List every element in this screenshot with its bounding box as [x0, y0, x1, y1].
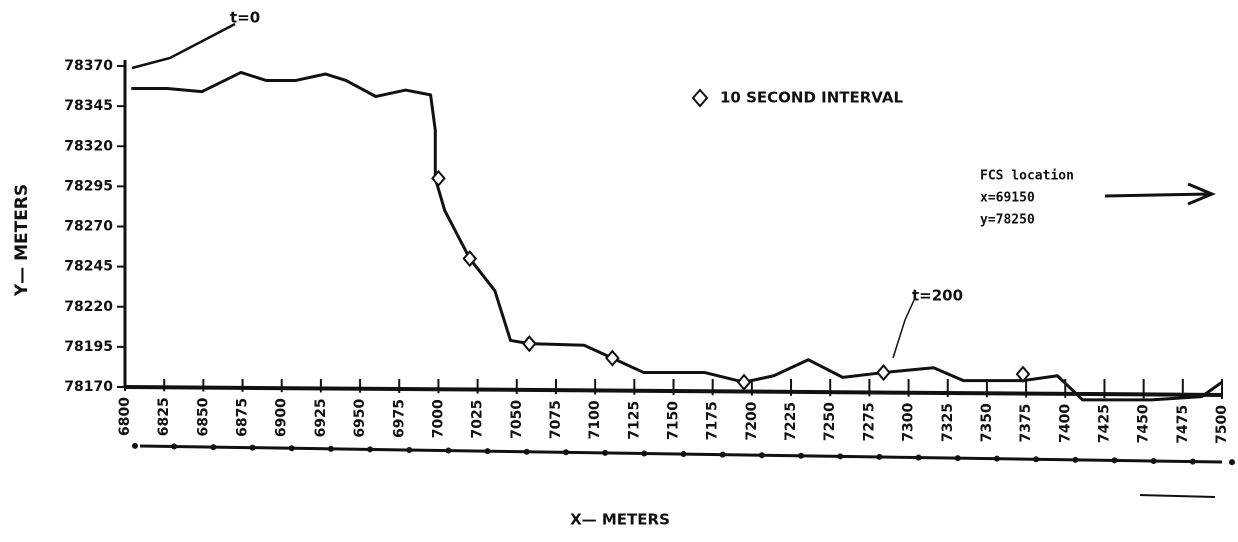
lower-axis-dot: [1229, 459, 1235, 466]
interval-marker: [1015, 365, 1031, 383]
x-tick-label: 7475: [1175, 405, 1191, 444]
x-tick-label: 7000: [430, 399, 446, 438]
lower-axis-dot: [876, 453, 883, 460]
lower-axis-dot: [1150, 457, 1157, 464]
fcs-x: x=69150: [980, 191, 1035, 206]
x-tick-label: 7450: [1136, 404, 1152, 443]
lower-axis-dot: [484, 448, 491, 455]
annotation-start: t=0: [230, 9, 260, 27]
lower-axis-dot: [837, 453, 844, 460]
y-tick-label: 78345: [64, 98, 113, 114]
lower-axis-dot: [1111, 457, 1118, 464]
lower-axis-dot: [132, 442, 138, 449]
lower-axis-dot: [915, 454, 922, 461]
lower-axis-dot: [523, 448, 530, 455]
x-tick-label: 7050: [509, 400, 525, 439]
x-tick-label: 7225: [783, 402, 799, 441]
scan-mark: [1139, 494, 1216, 498]
x-tick-label: 7100: [587, 400, 603, 439]
x-tick-label: 7175: [705, 401, 721, 440]
fcs-arrow: [1104, 182, 1216, 206]
lower-axis-dot: [249, 444, 256, 451]
x-tick-label: 6950: [352, 398, 368, 437]
y-tick-label: 78245: [64, 259, 113, 275]
x-tick-label: 6875: [235, 398, 251, 437]
interval-marker: [462, 250, 478, 268]
x-tick-label: 7150: [666, 401, 682, 440]
lower-axis-dot: [445, 447, 452, 454]
lower-axis-dot: [1033, 456, 1040, 463]
legend-text: 10 SECOND INTERVAL: [720, 89, 903, 107]
y-tick-label: 78220: [64, 299, 113, 315]
x-tick-label: 6825: [156, 397, 172, 436]
x-axis-label: X— METERS: [570, 511, 670, 529]
lower-axis-dot: [798, 452, 805, 459]
annotation-line: [892, 297, 916, 359]
lower-axis-dot: [602, 449, 609, 456]
y-tick-label: 78320: [64, 138, 113, 154]
x-tick-label: 7250: [822, 402, 838, 441]
interval-marker: [736, 373, 752, 391]
y-tick-label: 78170: [64, 379, 113, 395]
lower-axis-dot: [327, 445, 334, 452]
fcs-y: y=78250: [980, 213, 1035, 228]
x-tick-label: 6975: [391, 399, 407, 438]
lower-axis-dot: [954, 455, 961, 462]
x-tick-label: 7500: [1214, 405, 1230, 444]
y-axis-label: Y— METERS: [12, 184, 32, 297]
x-tick-label: 7300: [901, 402, 917, 441]
x-tick-label: 7350: [979, 403, 995, 442]
fcs-title: FCS location: [980, 169, 1074, 184]
lower-axis-dot: [562, 449, 569, 456]
x-tick-label: 7075: [548, 400, 564, 439]
lower-axis-dot: [758, 452, 765, 459]
x-tick-label: 7275: [861, 402, 877, 441]
y-tick-label: 78295: [64, 178, 113, 194]
lower-axis-dot: [288, 445, 295, 452]
x-tick-label: 7125: [626, 401, 642, 440]
lower-axis-dot: [1072, 456, 1079, 463]
lower-axis-dot: [641, 450, 648, 457]
x-tick-label: 7200: [744, 401, 760, 440]
lower-axis-dot: [171, 443, 178, 450]
x-tick-label: 7325: [940, 403, 956, 442]
x-tick-label: 7425: [1096, 404, 1112, 443]
y-tick-label: 78370: [64, 58, 113, 74]
lower-axis-dot: [1189, 458, 1196, 465]
x-tick-label: 7400: [1057, 404, 1073, 443]
lower-axis-dot: [680, 451, 687, 458]
x-tick-label: 6850: [195, 397, 211, 436]
interval-marker: [522, 335, 537, 353]
legend-marker: [691, 88, 709, 108]
lower-axis-dot: [719, 451, 726, 458]
interval-marker: [605, 349, 620, 367]
interval-marker: [431, 169, 446, 187]
lower-axis-dot: [993, 455, 1000, 462]
annotation-end: t=200: [912, 287, 963, 305]
interval-marker: [876, 364, 891, 382]
trajectory: [131, 70, 1223, 402]
lower-axis-dot: [210, 444, 217, 451]
y-tick-label: 78195: [64, 339, 113, 355]
x-tick-label: 7375: [1018, 404, 1034, 443]
y-tick-label: 78270: [64, 219, 113, 235]
x-tick-label: 6900: [274, 398, 290, 437]
x-tick-label: 7025: [470, 400, 486, 439]
lower-axis-dot: [406, 446, 413, 453]
x-tick-label: 6800: [117, 397, 133, 436]
annotation-line: [131, 22, 236, 70]
lower-axis-dot: [367, 446, 374, 453]
x-tick-label: 6925: [313, 398, 329, 437]
